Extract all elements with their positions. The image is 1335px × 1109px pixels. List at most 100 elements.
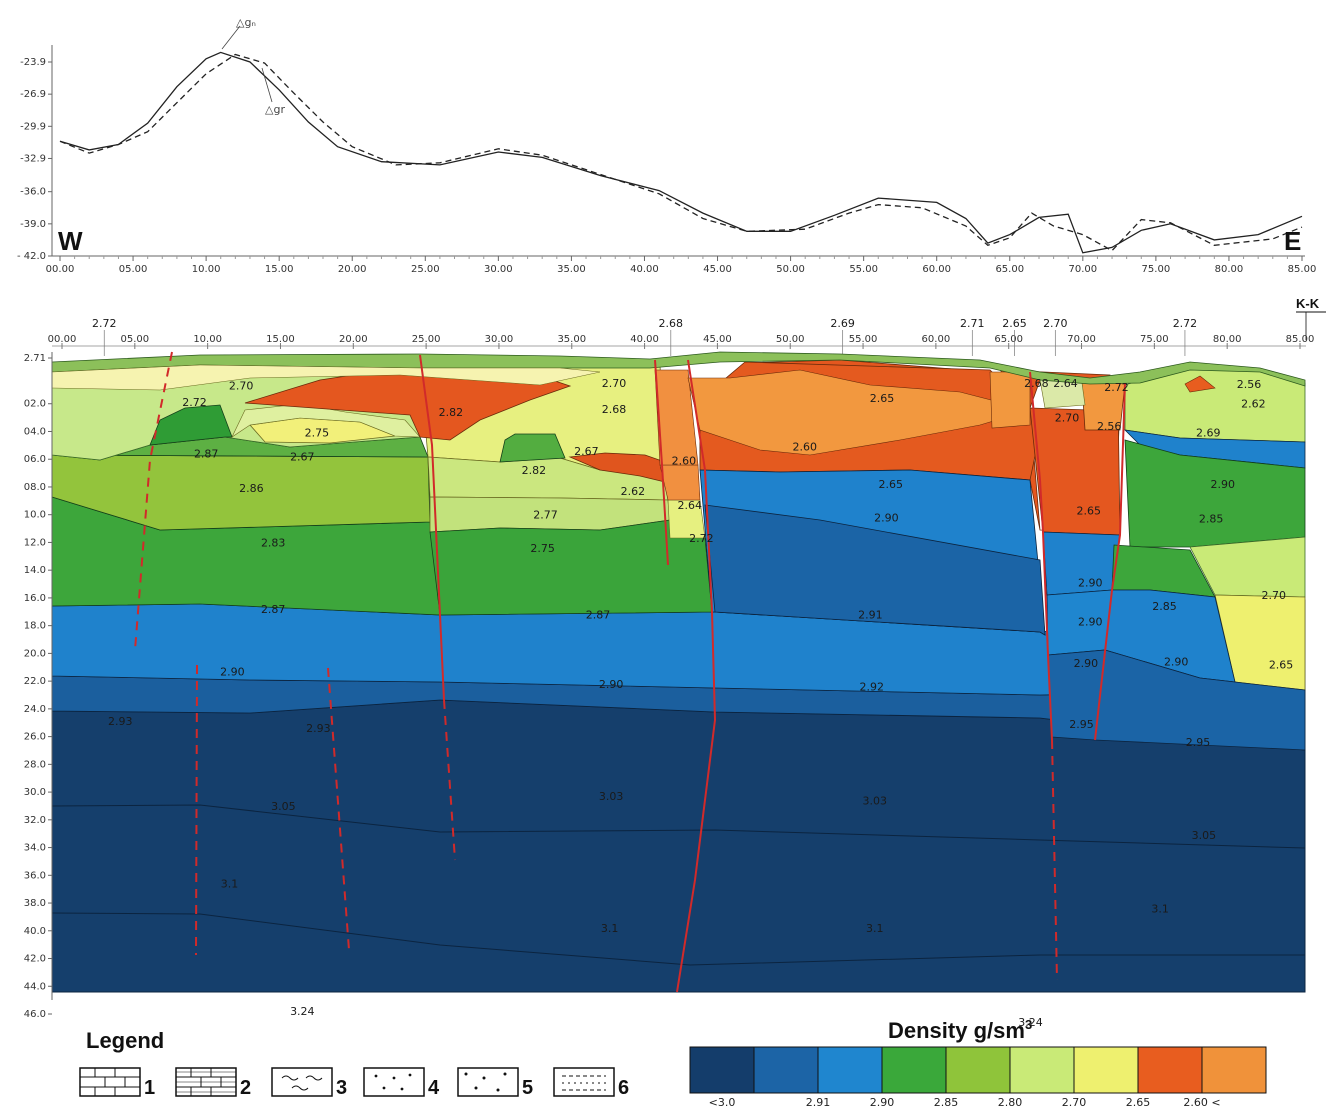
density-swatch [753, 1046, 819, 1094]
density-scale-label: 2.65 [1126, 1096, 1151, 1109]
legend: Legend 1 2 [79, 1028, 629, 1099]
legend-symbol-limestone [79, 1067, 141, 1097]
density-value-label: 2.56 [1237, 378, 1262, 391]
density-value-label: 2.70 [602, 377, 627, 390]
density-value-label: 3.24 [290, 1005, 315, 1018]
fault-2 [676, 359, 717, 993]
density-value-label: 2.91 [858, 608, 883, 621]
lens-2.82 [499, 433, 566, 463]
surface-layer [51, 351, 1306, 387]
density-scale-label: 2.70 [1062, 1096, 1087, 1109]
layer-boundary-3.1 [51, 804, 1306, 849]
fault-1 [419, 354, 445, 701]
section-x-tick-label: 35.00 [557, 334, 586, 345]
density-value-label: 2.72 [182, 396, 207, 409]
gravity-anomaly-chart: -23.9 -26.9 -29.9 -32.9 -36.0 -39.0 - 42.0 00.… [17, 16, 1316, 275]
density-value-label: 2.72 [1104, 381, 1129, 394]
fault-dashed-4 [443, 699, 456, 861]
density-value-label: 2.70 [1055, 411, 1080, 424]
density-value-label: 2.83 [261, 536, 286, 549]
density-value-label: 2.62 [1241, 398, 1266, 411]
density-scale-label: <3.0 [709, 1096, 736, 1109]
section-x-tick-label: 00.00 [48, 334, 77, 345]
section-x-tick-label: 85.00 [1286, 334, 1315, 345]
top-x-tick-label: 35.00 [557, 264, 586, 275]
section-y-tick-label: 20.0 [24, 648, 46, 659]
density-value-label: 2.95 [1069, 718, 1094, 731]
density-value-label: 3.1 [221, 877, 239, 890]
density-scale: Density g/sm3 <3.0 2.91 2.90 2.85 2.80 2.70 2.… [689, 1017, 1267, 1109]
surface-density-label: 2.71 [960, 317, 985, 330]
density-value-label: 2.70 [1262, 589, 1287, 602]
section-x-tick-label: 75.00 [1140, 334, 1169, 345]
density-value-label: 2.90 [599, 678, 624, 691]
section-y-tick-label: 18.0 [24, 621, 46, 632]
density-value-label: 2.85 [1152, 600, 1177, 613]
section-name: K-K [1296, 296, 1320, 311]
fault-dashed-5 [1051, 739, 1058, 981]
top-y-tick-label: -39.0 [20, 219, 46, 230]
legend-title: Legend [86, 1028, 164, 1053]
section-x-tick-label: 10.00 [193, 334, 222, 345]
density-value-label: 2.93 [108, 715, 133, 728]
top-x-tick-label: 20.00 [338, 264, 367, 275]
section-y-tick-label: 02.0 [24, 399, 46, 410]
legend-item-2: 2 [240, 1077, 251, 1099]
top-y-tick-label: -23.9 [20, 57, 46, 68]
surface-density-label: 2.70 [1043, 317, 1068, 330]
top-x-tick-label: 60.00 [922, 264, 951, 275]
fault-5 [654, 359, 669, 566]
legend-symbol-siltstone [553, 1067, 615, 1097]
top-y-tick-label: -29.9 [20, 121, 46, 132]
section-y-tick-label: 30.0 [24, 787, 46, 798]
surface-density-label: 2.72 [92, 317, 117, 330]
top-x-tick-label: 45.00 [703, 264, 732, 275]
top-x-tick-label: 10.00 [192, 264, 221, 275]
top-x-tick-label: 55.00 [849, 264, 878, 275]
density-value-label: 2.90 [1074, 657, 1099, 670]
density-value-label: 3.1 [866, 922, 884, 935]
density-scale-label: 2.60 < [1183, 1096, 1220, 1109]
density-scale-label: 2.80 [998, 1096, 1023, 1109]
density-value-label: 2.65 [1077, 504, 1102, 517]
top-x-tick-label: 40.00 [630, 264, 659, 275]
density-value-label: 2.82 [522, 464, 547, 477]
density-scale-title: Density g/sm3 [888, 1017, 1032, 1043]
section-y-tick-label: 14.0 [24, 565, 46, 576]
density-value-label: 2.82 [439, 406, 464, 419]
surface-density-label: 2.69 [830, 317, 855, 330]
legend-symbol-dolomite [175, 1067, 237, 1097]
legend-item-6: 6 [618, 1077, 629, 1099]
section-x-tick-label: 45.00 [703, 334, 732, 345]
layer-2.91 [704, 504, 1046, 636]
fault-dashed-2 [195, 664, 198, 956]
density-value-label: 2.92 [860, 681, 885, 694]
top-x-tick-label: 30.00 [484, 264, 513, 275]
density-section: K-K 00.00 05.00 10.00 15.00 20.00 25.00 30.00 3… [24, 296, 1326, 1029]
density-value-label: 2.75 [530, 542, 555, 555]
section-y-tick-label: 34.0 [24, 843, 46, 854]
section-y-tick-label: 28.0 [24, 759, 46, 770]
section-x-tick-label: 65.00 [994, 334, 1023, 345]
density-value-label: 2.87 [194, 448, 219, 461]
section-x-tick-label: 55.00 [849, 334, 878, 345]
section-x-tick-label: 30.00 [485, 334, 514, 345]
section-x-tick-label: 20.00 [339, 334, 368, 345]
density-scale-label: 2.90 [870, 1096, 895, 1109]
section-y-tick-label: 46.0 [24, 1009, 46, 1020]
section-y-tick-label: 32.0 [24, 815, 46, 826]
west-label: W [58, 226, 83, 256]
density-value-label: 2.67 [290, 450, 315, 463]
density-value-label: 2.68 [1024, 377, 1049, 390]
top-x-tick-label: 70.00 [1069, 264, 1098, 275]
section-x-tick-label: 25.00 [412, 334, 441, 345]
top-x-tick-label: 85.00 [1288, 264, 1317, 275]
top-x-tick-label: 25.00 [411, 264, 440, 275]
section-y-tick-label: 44.0 [24, 981, 46, 992]
density-value-label: 3.1 [1151, 902, 1169, 915]
legend-symbol-clay [271, 1067, 333, 1097]
section-x-tick-label: 70.00 [1067, 334, 1096, 345]
section-x-tick-label: 60.00 [922, 334, 951, 345]
density-value-label: 2.85 [1199, 513, 1224, 526]
section-y-tick-label: 40.0 [24, 926, 46, 937]
